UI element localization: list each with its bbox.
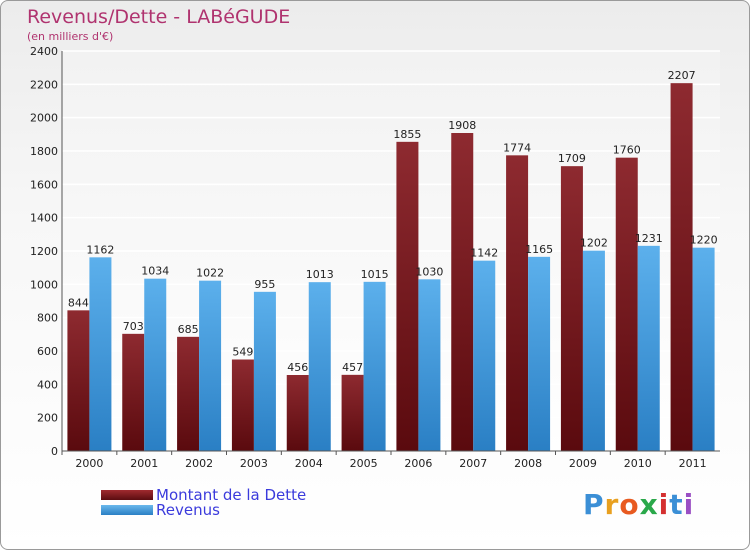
bar-revenue [418,279,441,451]
bar-revenue [528,256,551,451]
data-label-revenue: 1030 [415,265,443,278]
bar-debt [67,310,90,451]
bar-revenue [582,250,605,451]
x-tick-label: 2008 [514,457,542,470]
y-tick-label: 0 [51,445,58,458]
bar-revenue [308,282,331,451]
data-label-debt: 2207 [668,69,696,82]
logo-letter: x [639,488,659,521]
bar-revenue [692,247,715,451]
bar-revenue [363,281,386,451]
data-label-debt: 1760 [613,144,641,157]
bar-debt [560,166,583,451]
legend-item-revenue: Revenus [101,501,220,519]
bar-debt [451,133,474,451]
logo-letter: i [683,488,695,521]
x-tick-label: 2006 [404,457,432,470]
data-label-debt: 456 [287,361,308,374]
data-label-revenue: 1022 [196,267,224,280]
data-label-debt: 457 [342,361,363,374]
bar-debt [396,141,419,452]
data-label-revenue: 1202 [580,237,608,250]
x-tick-label: 2009 [569,457,597,470]
legend-label-revenue: Revenus [156,501,220,519]
data-label-revenue: 1165 [525,243,553,256]
data-label-revenue: 1231 [635,232,663,245]
bar-debt [670,83,693,452]
bar-debt [122,333,145,451]
bar-debt [615,157,638,451]
legend-label-debt: Montant de la Dette [156,486,307,504]
proxiti-logo: Proxiti [583,488,694,521]
data-label-debt: 1709 [558,152,586,165]
data-label-revenue: 1142 [470,247,498,260]
bar-revenue [199,280,222,451]
y-tick-label: 1600 [30,178,58,191]
y-tick-label: 1000 [30,278,58,291]
x-tick-label: 2010 [624,457,652,470]
legend-item-debt: Montant de la Dette [101,486,307,504]
axis-layer [61,51,720,452]
y-tick-label: 2400 [30,45,58,58]
x-tick-label: 2011 [679,457,707,470]
data-label-debt: 685 [178,323,199,336]
bar-revenue [637,245,660,451]
bars-layer [67,83,715,452]
data-label-revenue: 1034 [141,265,169,278]
logo-letter: o [619,488,640,521]
y-tick-label: 600 [37,345,58,358]
bar-revenue [144,278,167,451]
x-tick-label: 2003 [240,457,268,470]
y-tick-label: 2000 [30,112,58,125]
y-tick-label: 400 [37,378,58,391]
data-label-revenue: 1013 [306,268,334,281]
y-tick-label: 800 [37,312,58,325]
y-tick-label: 2200 [30,78,58,91]
bar-debt [341,374,364,451]
chart-subtitle: (en milliers d'€) [27,30,114,43]
logo-letter: r [604,488,620,521]
bar-revenue [473,260,496,451]
logo-letter: i [658,488,670,521]
legend-swatch-revenue [101,505,153,515]
logo-letter: t [669,488,684,521]
x-tick-label: 2002 [185,457,213,470]
y-tick-label: 1400 [30,212,58,225]
data-label-debt: 703 [123,320,144,333]
grid-layer: 0 200 400 600 800 1000 1200 1400 1600 1800 2000 220… [30,45,720,458]
data-label-revenue: 955 [254,278,275,291]
data-label-debt: 549 [232,346,253,359]
x-tick-label: 2004 [295,457,323,470]
data-label-debt: 844 [68,296,89,309]
bar-debt [286,375,309,451]
labels-layer: 844 1162 2000 703 1034 2001 685 1022 2002 549 955 2… [61,69,718,470]
y-tick-label: 1800 [30,145,58,158]
bar-debt [177,336,200,451]
data-label-debt: 1908 [448,119,476,132]
bar-revenue [89,257,112,451]
x-tick-label: 2007 [459,457,487,470]
data-label-revenue: 1220 [690,234,718,247]
y-tick-label: 200 [37,412,58,425]
x-tick-label: 2001 [130,457,158,470]
y-tick-label: 1200 [30,245,58,258]
data-label-revenue: 1162 [86,243,114,256]
bar-debt [231,359,254,451]
logo-letter: P [583,488,605,521]
data-label-debt: 1855 [393,128,421,141]
chart-title: Revenus/Dette - LABéGUDE [27,6,291,28]
bar-debt [506,155,529,452]
data-label-revenue: 1015 [361,268,389,281]
bar-revenue [253,291,276,451]
x-tick-label: 2000 [75,457,103,470]
x-tick-label: 2005 [350,457,378,470]
data-label-debt: 1774 [503,141,531,154]
legend-swatch-debt [101,490,153,500]
